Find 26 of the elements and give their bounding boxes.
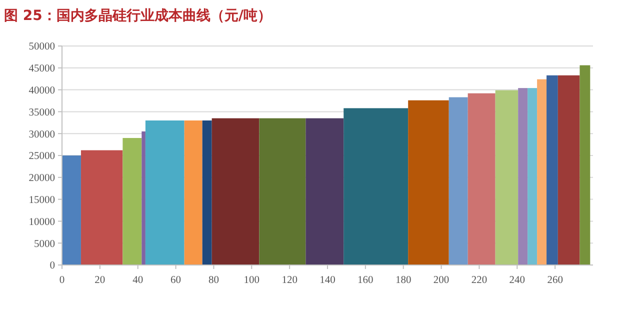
x-tick-label: 100 — [244, 275, 260, 286]
x-tick-label: 0 — [59, 275, 65, 286]
y-tick-label: 35000 — [28, 107, 55, 118]
y-tick-label: 50000 — [28, 42, 55, 53]
y-tick-label: 15000 — [28, 194, 55, 206]
chart-title: 图 25：国内多晶硅行业成本曲线（元/吨） — [4, 8, 272, 24]
x-tick-label: 240 — [509, 275, 526, 286]
x-tick-label: 80 — [208, 275, 219, 286]
y-tick-label: 5000 — [34, 238, 55, 250]
x-tick-label: 180 — [395, 275, 412, 286]
x-tick-label: 220 — [471, 275, 488, 286]
y-tick-label: 45000 — [28, 64, 55, 75]
x-tick-label: 160 — [358, 275, 374, 286]
x-tick-label: 60 — [170, 275, 182, 286]
y-tick-label: 40000 — [28, 85, 55, 96]
y-tick-label: 0 — [50, 260, 55, 272]
y-tick-label: 20000 — [28, 173, 55, 184]
x-tick-label: 20 — [94, 275, 106, 286]
y-tick-label: 10000 — [28, 216, 55, 228]
x-tick-label: 200 — [433, 275, 450, 286]
x-tick-label: 40 — [132, 275, 144, 286]
y-tick-label: 25000 — [28, 151, 55, 162]
y-tick-label: 30000 — [28, 129, 55, 140]
x-tick-label: 140 — [320, 275, 336, 286]
x-tick-label: 260 — [547, 275, 563, 286]
x-tick-label: 120 — [282, 275, 298, 286]
